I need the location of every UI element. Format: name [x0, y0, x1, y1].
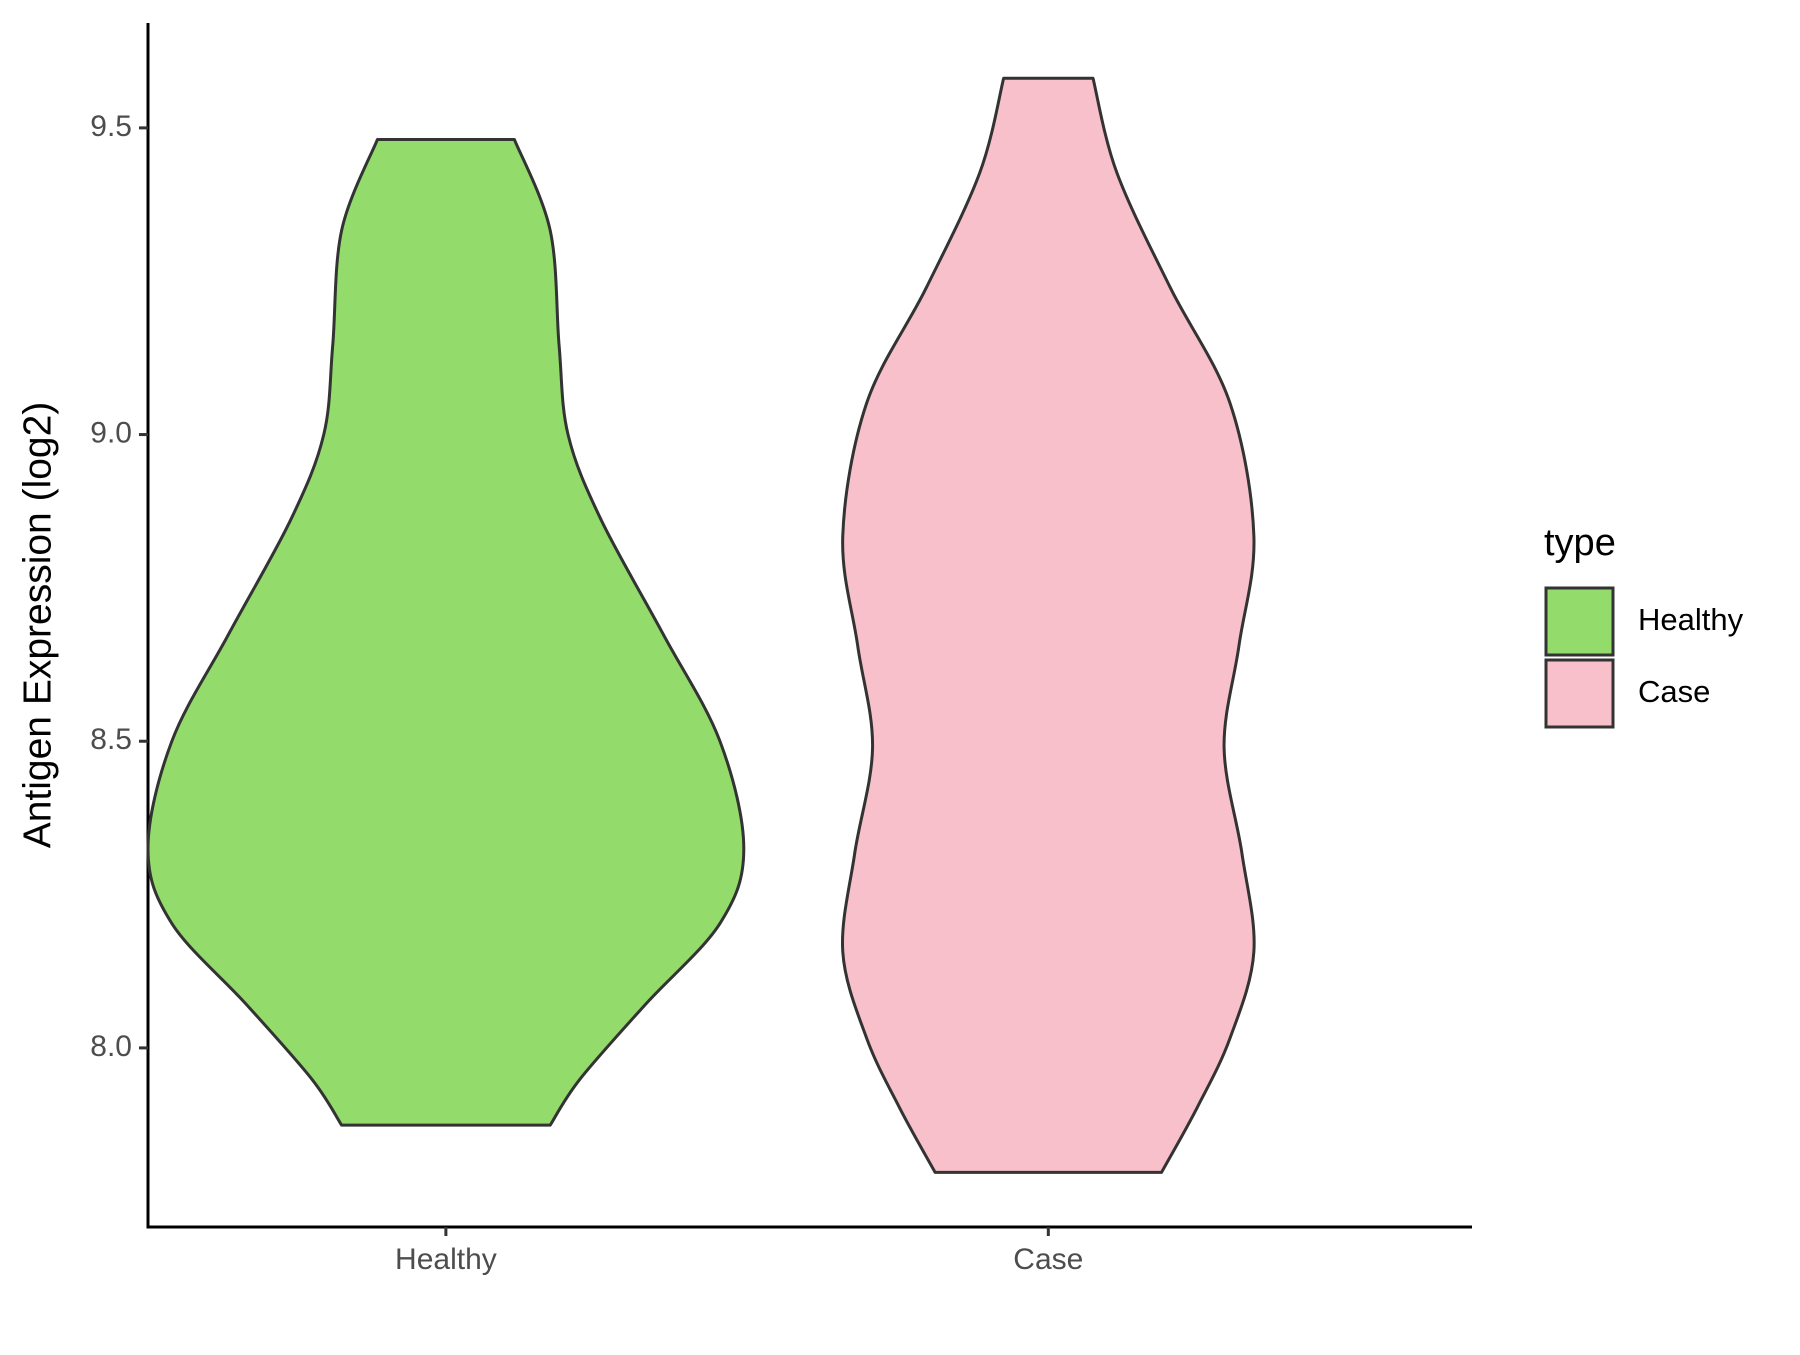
y-tick-label: 8.5 [90, 723, 132, 756]
legend-key [1544, 586, 1615, 657]
x-tick-label: Case [1013, 1243, 1083, 1276]
legend-key [1544, 658, 1615, 729]
y-tick-label: 9.0 [90, 416, 132, 449]
violin [146, 138, 746, 1127]
x-tick-label: Healthy [395, 1243, 497, 1276]
legend-label: Case [1638, 674, 1710, 709]
legend-label: Healthy [1638, 602, 1744, 637]
y-axis-title: Antigen Expression (log2) [16, 402, 59, 849]
legend-title: type [1544, 522, 1616, 564]
y-tick-label: 8.0 [90, 1030, 132, 1063]
violin [840, 76, 1256, 1174]
y-tick-label: 9.5 [90, 110, 132, 143]
